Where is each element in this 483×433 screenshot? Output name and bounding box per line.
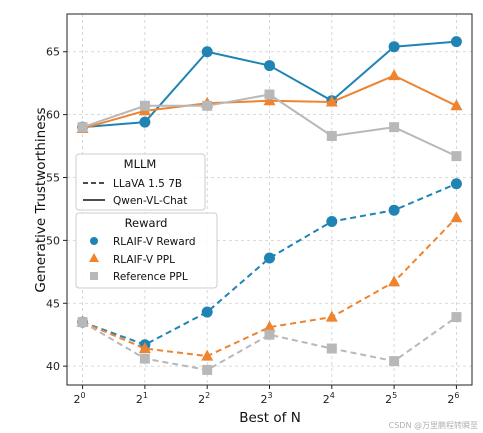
- data-point: [139, 353, 150, 364]
- watermark: CSDN @万里鹏程转瞬至: [389, 420, 478, 430]
- data-point: [451, 151, 462, 162]
- data-point: [325, 310, 338, 322]
- data-point: [264, 329, 275, 340]
- x-tick-label: 23: [260, 391, 272, 406]
- series-reference-ppl-llava-1-5-7b: [77, 312, 462, 375]
- x-tick-exponent: 3: [267, 391, 272, 400]
- legend-reward-circle-marker: [90, 237, 98, 245]
- y-tick-label: 55: [46, 171, 60, 184]
- legend-mllm-title: MLLM: [124, 157, 157, 171]
- legend-reward-reference-ppl-label: Reference PPL: [113, 271, 188, 283]
- data-point: [139, 116, 151, 128]
- legend-reward-rlaifv-reward-label: RLAIF-V Reward: [113, 236, 196, 248]
- data-point: [77, 122, 88, 133]
- legend-mllm-llava-label: LLaVA 1.5 7B: [113, 178, 182, 190]
- legend-mllm-qwen-label: Qwen-VL-Chat: [113, 195, 187, 207]
- data-point: [263, 94, 276, 106]
- data-point: [326, 130, 337, 141]
- legend-reward-triangle-marker: [89, 253, 99, 262]
- x-tick-exponent: 4: [330, 391, 335, 400]
- data-point: [388, 275, 401, 287]
- x-tick-label: 20: [74, 391, 86, 406]
- data-point: [201, 306, 213, 318]
- x-tick-label: 21: [136, 391, 148, 406]
- data-point: [77, 317, 88, 328]
- data-point: [202, 100, 213, 111]
- y-tick-label: 65: [46, 46, 60, 59]
- x-tick-label: 24: [323, 391, 335, 406]
- legend-reward-title: Reward: [125, 216, 168, 230]
- data-point: [138, 342, 151, 354]
- data-point: [325, 95, 338, 107]
- data-point: [264, 60, 275, 72]
- y-tick-label: 45: [46, 297, 60, 310]
- data-point: [450, 99, 463, 111]
- x-tick-base: 2: [323, 393, 330, 406]
- x-tick-base: 2: [385, 393, 392, 406]
- series-layer: [76, 36, 463, 375]
- x-tick-base: 2: [136, 393, 143, 406]
- x-tick-exponent: 0: [81, 391, 86, 400]
- legend-reward: Reward RLAIF-V Reward RLAIF-V PPL Refere…: [75, 212, 218, 289]
- legend-reward-square-marker: [90, 272, 98, 280]
- data-point: [451, 312, 462, 323]
- data-point: [202, 364, 213, 375]
- x-tick-label: 22: [198, 391, 210, 406]
- data-point: [264, 89, 275, 100]
- data-point: [388, 41, 400, 53]
- series-rlaif-v-reward-qwen-vl-chat: [77, 36, 462, 133]
- legend-reward-rlaifv-ppl-label: RLAIF-V PPL: [113, 254, 175, 266]
- x-tick-label: 26: [447, 391, 459, 406]
- x-tick-base: 2: [198, 393, 205, 406]
- data-point: [450, 211, 463, 223]
- x-tick-base: 2: [260, 393, 267, 406]
- x-axis-label: Best of N: [239, 410, 301, 426]
- y-tick-label: 60: [46, 109, 60, 122]
- data-point: [388, 204, 400, 216]
- data-point: [201, 349, 214, 361]
- x-tick-exponent: 2: [205, 391, 210, 400]
- data-point: [389, 356, 400, 367]
- series-line: [82, 40, 457, 129]
- data-point: [263, 320, 276, 332]
- data-point: [388, 69, 401, 81]
- legend-reward-box: [75, 212, 218, 289]
- x-tick-exponent: 1: [143, 391, 148, 400]
- data-point: [389, 122, 400, 133]
- data-point: [201, 46, 213, 58]
- data-point: [326, 343, 337, 354]
- x-tick-base: 2: [447, 393, 454, 406]
- x-tick-base: 2: [74, 393, 81, 406]
- data-point: [450, 36, 462, 48]
- legend-mllm: MLLM LLaVA 1.5 7B Qwen-VL-Chat: [75, 153, 206, 211]
- data-point: [326, 216, 338, 228]
- y-axis-label: Generative Trustworthiness: [33, 107, 49, 292]
- x-tick-exponent: 5: [392, 391, 397, 400]
- series-rlaif-v-ppl-llava-1-5-7b: [76, 211, 463, 361]
- y-tick-label: 50: [46, 234, 60, 247]
- series-reference-ppl-qwen-vl-chat: [77, 89, 462, 162]
- x-tick-exponent: 6: [454, 391, 459, 400]
- y-tick-label: 40: [46, 360, 60, 373]
- x-tick-label: 25: [385, 391, 397, 406]
- y-axis: 40 45 50 55 60 65: [46, 46, 67, 373]
- x-axis: 20 21 22 23 24 25 26: [74, 385, 459, 406]
- data-point: [450, 178, 462, 190]
- data-point: [139, 100, 150, 111]
- data-point: [264, 252, 275, 264]
- legend-mllm-box: [75, 153, 206, 211]
